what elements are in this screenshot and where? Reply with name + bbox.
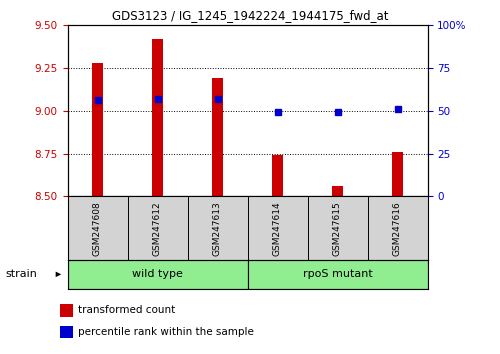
Text: GSM247608: GSM247608 — [93, 201, 102, 256]
Text: GSM247614: GSM247614 — [273, 201, 282, 256]
Bar — [152, 39, 163, 196]
Text: GSM247616: GSM247616 — [393, 201, 402, 256]
Bar — [212, 78, 223, 196]
Text: GSM247612: GSM247612 — [153, 201, 162, 256]
Text: rpoS mutant: rpoS mutant — [302, 269, 372, 279]
Text: GSM247615: GSM247615 — [333, 201, 342, 256]
Bar — [92, 63, 103, 196]
Text: strain: strain — [5, 269, 37, 279]
Text: wild type: wild type — [132, 269, 183, 279]
Bar — [68, 260, 248, 289]
Bar — [248, 260, 428, 289]
Text: percentile rank within the sample: percentile rank within the sample — [78, 327, 254, 337]
Text: transformed count: transformed count — [78, 306, 175, 315]
Text: GSM247613: GSM247613 — [213, 201, 222, 256]
Bar — [332, 186, 343, 196]
Text: GDS3123 / IG_1245_1942224_1944175_fwd_at: GDS3123 / IG_1245_1942224_1944175_fwd_at — [112, 9, 388, 22]
Bar — [392, 152, 403, 196]
Bar — [272, 155, 283, 196]
